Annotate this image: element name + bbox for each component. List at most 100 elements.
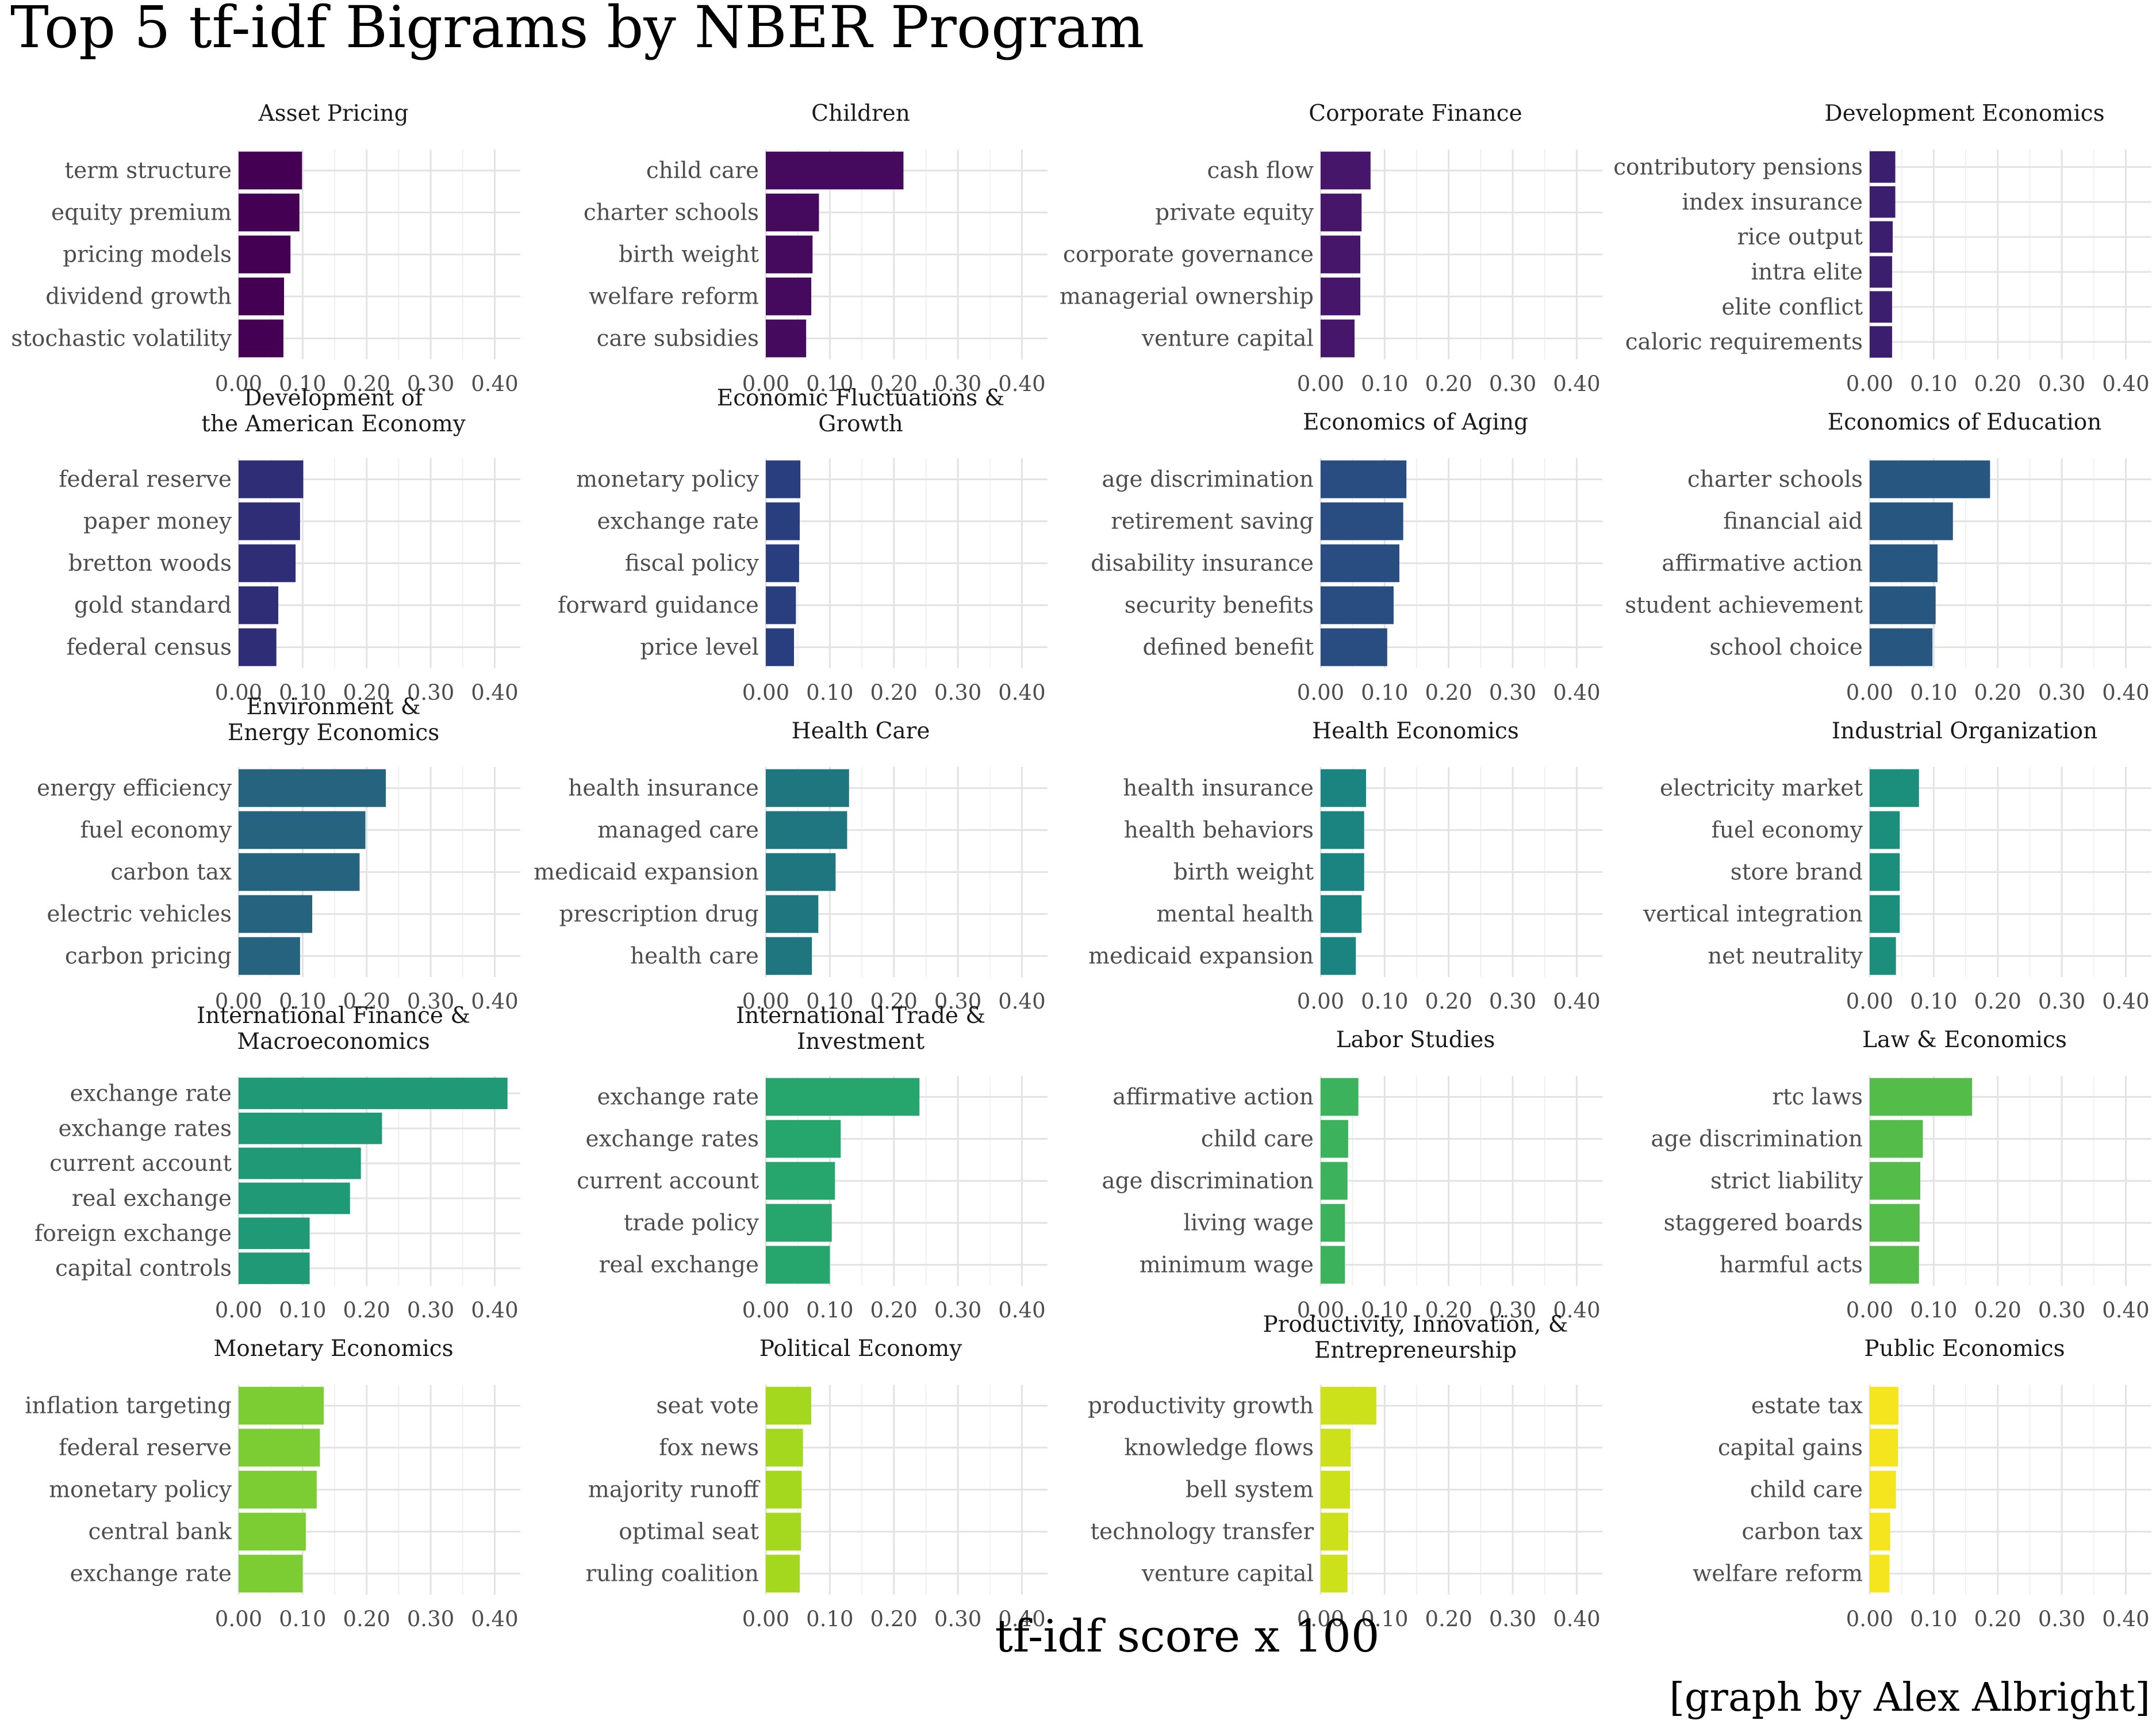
facet-panel: child care charter schools birth weight wel… <box>584 101 1048 396</box>
bar <box>239 235 291 274</box>
category-label: equity premium <box>51 200 232 226</box>
category-label: exchange rate <box>70 1081 232 1106</box>
category-label: rtc laws <box>1772 1085 1863 1110</box>
panel-title: Development Economics <box>1824 101 2104 127</box>
category-label: forward guidance <box>558 593 759 619</box>
x-tick-label: 0.40 <box>471 1298 518 1323</box>
x-tick-label: 0.30 <box>2038 989 2085 1014</box>
panel-title: Industrial Organization <box>1832 718 2098 744</box>
bar <box>1870 221 1893 253</box>
x-tick-label: 0.30 <box>934 371 981 396</box>
category-label: retirement saving <box>1111 509 1314 535</box>
x-tick-label: 0.30 <box>407 1607 454 1631</box>
bar <box>239 1386 324 1425</box>
category-label: medicaid expansion <box>1088 944 1314 970</box>
bar <box>1870 895 1900 933</box>
bar <box>766 1512 801 1551</box>
x-tick-label: 0.10 <box>1361 1298 1408 1323</box>
bar <box>1870 291 1892 323</box>
facet-panel: productivity growth knowledge flows bell s… <box>1088 1312 1602 1631</box>
category-label: exchange rate <box>70 1561 232 1587</box>
bar <box>239 502 300 541</box>
bar <box>239 895 313 933</box>
bar <box>1870 1120 1923 1158</box>
bar <box>1870 151 1896 183</box>
bar <box>1870 1428 1898 1467</box>
x-tick-label: 0.10 <box>806 371 853 396</box>
category-label: paper money <box>83 509 232 535</box>
category-label: foreign exchange <box>34 1221 232 1247</box>
x-tick-label: 0.00 <box>742 371 789 396</box>
x-tick-label: 0.20 <box>1425 1298 1472 1323</box>
bar <box>1870 811 1900 849</box>
panel-title: Environment & <box>246 694 420 720</box>
bar <box>766 319 807 358</box>
x-tick-label: 0.10 <box>1361 1607 1408 1631</box>
bar <box>1870 1470 1896 1509</box>
credit-text: [graph by Alex Albright] <box>1670 1675 2151 1721</box>
category-label: medicaid expansion <box>534 860 759 886</box>
bar <box>766 1470 802 1509</box>
facet-panel: age discrimination retirement saving disab… <box>1091 409 1602 705</box>
bar <box>1321 628 1387 666</box>
x-tick-label: 0.30 <box>407 371 454 396</box>
category-label: venture capital <box>1141 326 1314 352</box>
panel-title: Corporate Finance <box>1309 101 1522 127</box>
bar <box>239 937 300 975</box>
facet-panel: contributory pensions index insurance rice… <box>1613 101 2151 396</box>
category-label: real exchange <box>72 1186 232 1212</box>
x-tick-label: 0.30 <box>407 989 454 1014</box>
category-label: elite conflict <box>1721 294 1863 320</box>
x-tick-label: 0.40 <box>998 680 1045 705</box>
bar <box>239 193 300 232</box>
x-tick-label: 0.40 <box>471 989 518 1014</box>
x-tick-label: 0.10 <box>806 1607 853 1631</box>
category-label: estate tax <box>1751 1393 1863 1419</box>
x-tick-label: 0.10 <box>1361 371 1408 396</box>
facet-panel: exchange rate exchange rates current accou… <box>577 1003 1048 1323</box>
x-tick-label: 0.30 <box>934 989 981 1014</box>
bar <box>766 811 847 849</box>
x-tick-label: 0.20 <box>870 371 918 396</box>
category-label: exchange rate <box>597 509 759 535</box>
x-tick-label: 0.00 <box>215 680 262 705</box>
bar <box>239 628 277 666</box>
x-tick-label: 0.00 <box>742 989 789 1014</box>
bar <box>1870 544 1938 583</box>
bar <box>1321 1386 1376 1425</box>
x-tick-label: 0.30 <box>934 1298 981 1323</box>
x-tick-label: 0.00 <box>1297 1298 1344 1323</box>
bar <box>1321 1120 1348 1158</box>
x-tick-label: 0.40 <box>998 371 1045 396</box>
bar <box>1870 186 1896 218</box>
bar <box>1321 319 1355 358</box>
bar <box>1870 937 1896 975</box>
bar <box>766 277 812 316</box>
panel-title: Development of <box>244 385 424 411</box>
facet-panel: cash flow private equity corporate governa… <box>1060 101 1602 396</box>
category-label: bell system <box>1186 1477 1314 1503</box>
bar <box>766 1428 803 1467</box>
x-tick-label: 0.00 <box>215 989 262 1014</box>
x-tick-label: 0.40 <box>998 1607 1045 1631</box>
facet-panels: term structure equity premium pricing mode… <box>11 101 2151 1631</box>
category-label: financial aid <box>1723 509 1863 535</box>
category-label: affirmative action <box>1112 1085 1314 1110</box>
x-tick-label: 0.10 <box>806 680 853 705</box>
bar <box>1870 502 1953 541</box>
category-label: current account <box>49 1151 232 1177</box>
x-tick-label: 0.00 <box>742 680 789 705</box>
bar <box>766 193 819 232</box>
x-tick-label: 0.20 <box>1974 989 2021 1014</box>
panel-title: Asset Pricing <box>258 101 408 127</box>
category-label: exchange rate <box>597 1085 759 1110</box>
category-label: pricing models <box>63 242 232 268</box>
x-tick-label: 0.20 <box>1974 680 2021 705</box>
category-label: affirmative action <box>1662 551 1863 577</box>
bar <box>1870 1078 1973 1116</box>
x-tick-label: 0.40 <box>2102 1298 2149 1323</box>
bar <box>1870 1386 1899 1425</box>
category-label: child care <box>1750 1477 1863 1503</box>
x-tick-label: 0.20 <box>870 1298 918 1323</box>
bar <box>239 1428 320 1467</box>
